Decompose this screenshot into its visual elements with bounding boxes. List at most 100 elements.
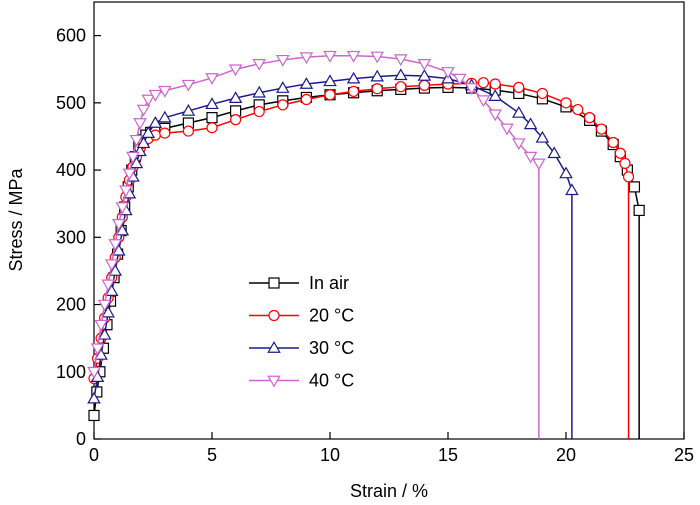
data-point <box>141 126 156 138</box>
legend-marker <box>267 341 281 353</box>
data-point <box>394 54 408 67</box>
data-point <box>394 68 408 81</box>
data-point <box>300 93 312 106</box>
data-point <box>370 51 384 64</box>
series-2 <box>87 68 579 439</box>
data-point <box>111 243 126 256</box>
y-tick-label: 500 <box>56 93 86 113</box>
data-point <box>523 117 538 130</box>
data-point <box>488 89 502 101</box>
data-point <box>94 319 108 332</box>
data-point <box>108 263 123 276</box>
data-point <box>488 109 502 122</box>
y-tick-label: 200 <box>56 295 86 315</box>
x-tick-label: 10 <box>320 445 340 465</box>
data-point <box>230 114 242 126</box>
data-point <box>181 103 196 116</box>
data-point <box>346 71 361 84</box>
data-point <box>512 138 526 151</box>
data-point <box>111 219 126 231</box>
data-point <box>158 85 172 98</box>
data-point <box>622 171 635 183</box>
y-axis: 0 100 200 300 400 500 600 <box>56 26 101 449</box>
data-point <box>614 147 626 159</box>
data-point <box>523 151 538 164</box>
data-point <box>141 94 156 107</box>
y-axis-title: Stress / MPa <box>6 168 26 272</box>
legend-label: 20 °C <box>309 306 354 326</box>
data-point <box>101 305 115 318</box>
data-point <box>512 105 526 118</box>
data-point <box>464 83 479 96</box>
data-point <box>489 78 501 90</box>
data-point <box>119 185 133 198</box>
legend-marker <box>268 309 280 322</box>
data-point <box>418 79 430 91</box>
legend-label: 40 °C <box>309 371 354 391</box>
data-point <box>500 123 514 136</box>
data-point <box>94 348 108 360</box>
y-tick-label: 100 <box>56 362 86 382</box>
data-point <box>417 69 432 81</box>
data-point <box>136 104 151 117</box>
data-point <box>477 77 489 89</box>
data-point <box>97 299 112 312</box>
data-point <box>299 77 314 89</box>
data-point <box>547 146 561 159</box>
data-point <box>536 87 549 100</box>
data-point <box>324 89 336 101</box>
data-point <box>513 81 525 93</box>
data-point <box>395 81 407 93</box>
data-point <box>148 89 163 102</box>
legend-label: 30 °C <box>309 338 354 358</box>
data-point <box>115 202 130 215</box>
data-point <box>87 391 101 404</box>
data-point <box>97 327 112 340</box>
data-point <box>371 83 383 95</box>
data-point <box>276 81 290 93</box>
x-tick-label: 15 <box>438 445 458 465</box>
data-point <box>252 59 266 71</box>
data-point <box>277 99 289 111</box>
data-point <box>323 74 337 87</box>
data-point <box>126 151 140 164</box>
data-point <box>476 95 491 108</box>
data-point <box>205 73 219 85</box>
x-tick-label: 25 <box>674 445 694 465</box>
y-tick-label: 600 <box>56 26 86 46</box>
data-point <box>104 259 119 272</box>
data-point <box>441 67 455 79</box>
x-axis-title: Strain / % <box>350 481 428 501</box>
data-point <box>276 54 290 67</box>
y-tick-label: 0 <box>76 429 86 449</box>
data-point <box>88 409 100 422</box>
series-layer <box>87 50 645 439</box>
data-point <box>633 204 645 217</box>
legend-label: In air <box>309 273 349 293</box>
legend-marker <box>267 375 281 388</box>
plot-area <box>93 1 685 440</box>
data-point <box>133 118 147 130</box>
legend: In air 20 °C 30 °C 40 °C <box>249 273 354 391</box>
x-axis: 0 5 10 15 20 25 <box>89 432 694 465</box>
x-tick-label: 5 <box>207 445 217 465</box>
data-point <box>583 112 596 124</box>
data-point <box>228 91 243 103</box>
data-point <box>565 183 579 196</box>
data-point <box>108 239 123 251</box>
data-point <box>181 79 196 92</box>
data-point <box>560 97 572 109</box>
series-3 <box>87 50 546 439</box>
data-point <box>252 85 266 98</box>
data-point <box>619 157 631 169</box>
data-point <box>370 69 384 82</box>
data-point <box>122 168 137 181</box>
y-tick-label: 300 <box>56 227 86 247</box>
data-point <box>607 136 619 149</box>
data-point <box>136 136 151 149</box>
data-point <box>101 279 115 292</box>
data-point <box>628 181 641 193</box>
legend-marker <box>268 277 280 289</box>
data-point <box>129 156 144 169</box>
